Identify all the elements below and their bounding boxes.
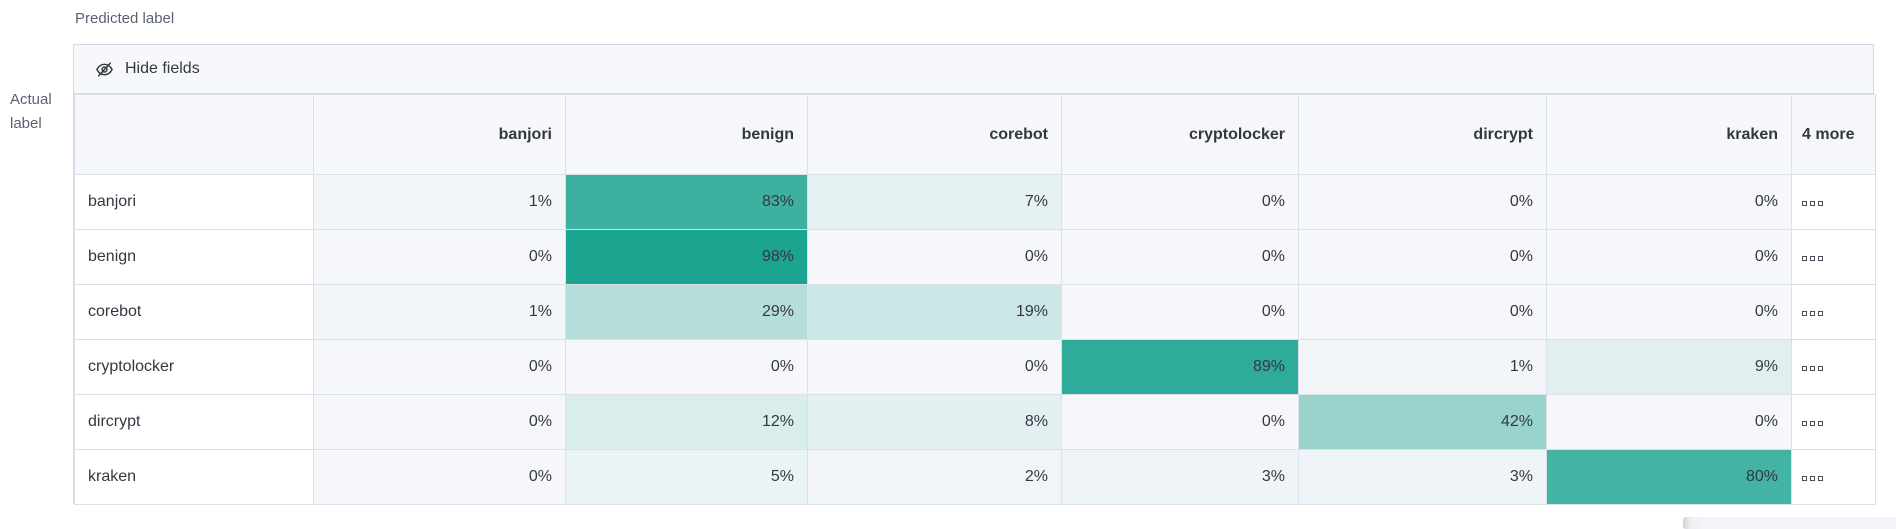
row-label-cell-dircrypt[interactable]: dircrypt bbox=[74, 394, 314, 450]
actual-axis-label: Actual label bbox=[10, 88, 68, 136]
row-label-cell-cryptolocker[interactable]: cryptolocker bbox=[74, 339, 314, 395]
actual-axis-label-line1: Actual bbox=[10, 91, 52, 108]
matrix-cell-benign-benign[interactable]: 98% bbox=[565, 229, 808, 285]
row-label-cell-kraken[interactable]: kraken bbox=[74, 449, 314, 505]
more-columns-cell-benign[interactable] bbox=[1791, 229, 1876, 285]
boxes-horizontal-icon bbox=[1802, 366, 1823, 371]
matrix-cell-cryptolocker-cryptolocker[interactable]: 89% bbox=[1061, 339, 1299, 395]
matrix-cell-corebot-dircrypt[interactable]: 0% bbox=[1298, 284, 1547, 340]
confusion-matrix-panel: Hide fields banjori benign corebot cryptolo… bbox=[73, 44, 1876, 505]
matrix-cell-corebot-cryptolocker[interactable]: 0% bbox=[1061, 284, 1299, 340]
table-row-dircrypt: dircrypt 0% 12% 8% 0% 42% 0% bbox=[74, 394, 1876, 450]
column-header-banjori[interactable]: banjori bbox=[313, 94, 566, 175]
horizontal-scrollbar[interactable] bbox=[1683, 517, 1896, 529]
matrix-cell-dircrypt-banjori[interactable]: 0% bbox=[313, 394, 566, 450]
matrix-cell-benign-corebot[interactable]: 0% bbox=[807, 229, 1062, 285]
column-header-more[interactable]: 4 more bbox=[1791, 94, 1876, 175]
table-row-benign: benign 0% 98% 0% 0% 0% 0% bbox=[74, 229, 1876, 285]
matrix-cell-banjori-corebot[interactable]: 7% bbox=[807, 174, 1062, 230]
matrix-cell-kraken-kraken[interactable]: 80% bbox=[1546, 449, 1792, 505]
boxes-horizontal-icon bbox=[1802, 476, 1823, 481]
hide-fields-label: Hide fields bbox=[125, 60, 200, 77]
boxes-horizontal-icon bbox=[1802, 256, 1823, 261]
matrix-cell-dircrypt-kraken[interactable]: 0% bbox=[1546, 394, 1792, 450]
table-row-kraken: kraken 0% 5% 2% 3% 3% 80% bbox=[74, 449, 1876, 505]
predicted-axis-label: Predicted label bbox=[75, 10, 175, 27]
matrix-cell-dircrypt-dircrypt[interactable]: 42% bbox=[1298, 394, 1547, 450]
table-row-banjori: banjori 1% 83% 7% 0% 0% 0% bbox=[74, 174, 1876, 230]
matrix-cell-kraken-banjori[interactable]: 0% bbox=[313, 449, 566, 505]
boxes-horizontal-icon bbox=[1802, 311, 1823, 316]
matrix-cell-kraken-cryptolocker[interactable]: 3% bbox=[1061, 449, 1299, 505]
matrix-cell-kraken-dircrypt[interactable]: 3% bbox=[1298, 449, 1547, 505]
more-columns-cell-dircrypt[interactable] bbox=[1791, 394, 1876, 450]
more-columns-cell-kraken[interactable] bbox=[1791, 449, 1876, 505]
column-header-corebot[interactable]: corebot bbox=[807, 94, 1062, 175]
more-columns-cell-corebot[interactable] bbox=[1791, 284, 1876, 340]
matrix-cell-corebot-benign[interactable]: 29% bbox=[565, 284, 808, 340]
column-header-kraken[interactable]: kraken bbox=[1546, 94, 1792, 175]
confusion-matrix-table: banjori benign corebot cryptolocker dircrypt… bbox=[74, 94, 1876, 505]
row-label-cell-corebot[interactable]: corebot bbox=[74, 284, 314, 340]
matrix-cell-cryptolocker-dircrypt[interactable]: 1% bbox=[1298, 339, 1547, 395]
matrix-cell-benign-kraken[interactable]: 0% bbox=[1546, 229, 1792, 285]
corner-header-cell bbox=[74, 94, 314, 175]
matrix-cell-banjori-dircrypt[interactable]: 0% bbox=[1298, 174, 1547, 230]
column-header-benign[interactable]: benign bbox=[565, 94, 808, 175]
more-columns-cell-banjori[interactable] bbox=[1791, 174, 1876, 230]
column-header-cryptolocker[interactable]: cryptolocker bbox=[1061, 94, 1299, 175]
matrix-cell-corebot-corebot[interactable]: 19% bbox=[807, 284, 1062, 340]
matrix-cell-cryptolocker-kraken[interactable]: 9% bbox=[1546, 339, 1792, 395]
matrix-cell-cryptolocker-benign[interactable]: 0% bbox=[565, 339, 808, 395]
matrix-cell-benign-banjori[interactable]: 0% bbox=[313, 229, 566, 285]
matrix-cell-corebot-kraken[interactable]: 0% bbox=[1546, 284, 1792, 340]
table-row-corebot: corebot 1% 29% 19% 0% 0% 0% bbox=[74, 284, 1876, 340]
matrix-cell-kraken-corebot[interactable]: 2% bbox=[807, 449, 1062, 505]
row-label-cell-benign[interactable]: benign bbox=[74, 229, 314, 285]
header-row: banjori benign corebot cryptolocker dircrypt… bbox=[74, 94, 1876, 175]
row-label-cell-banjori[interactable]: banjori bbox=[74, 174, 314, 230]
matrix-cell-banjori-benign[interactable]: 83% bbox=[565, 174, 808, 230]
matrix-cell-corebot-banjori[interactable]: 1% bbox=[313, 284, 566, 340]
matrix-cell-banjori-kraken[interactable]: 0% bbox=[1546, 174, 1792, 230]
column-header-dircrypt[interactable]: dircrypt bbox=[1298, 94, 1547, 175]
boxes-horizontal-icon bbox=[1802, 201, 1823, 206]
table-row-cryptolocker: cryptolocker 0% 0% 0% 89% 1% 9% bbox=[74, 339, 1876, 395]
matrix-cell-kraken-benign[interactable]: 5% bbox=[565, 449, 808, 505]
matrix-cell-dircrypt-benign[interactable]: 12% bbox=[565, 394, 808, 450]
hide-fields-button[interactable]: Hide fields bbox=[95, 60, 200, 79]
boxes-horizontal-icon bbox=[1802, 421, 1823, 426]
matrix-cell-banjori-cryptolocker[interactable]: 0% bbox=[1061, 174, 1299, 230]
matrix-cell-benign-cryptolocker[interactable]: 0% bbox=[1061, 229, 1299, 285]
matrix-cell-cryptolocker-banjori[interactable]: 0% bbox=[313, 339, 566, 395]
matrix-cell-benign-dircrypt[interactable]: 0% bbox=[1298, 229, 1547, 285]
more-columns-cell-cryptolocker[interactable] bbox=[1791, 339, 1876, 395]
datagrid-toolbar: Hide fields bbox=[74, 45, 1873, 94]
eye-closed-icon bbox=[95, 60, 114, 79]
matrix-cell-dircrypt-cryptolocker[interactable]: 0% bbox=[1061, 394, 1299, 450]
matrix-cell-dircrypt-corebot[interactable]: 8% bbox=[807, 394, 1062, 450]
matrix-cell-banjori-banjori[interactable]: 1% bbox=[313, 174, 566, 230]
actual-axis-label-line2: label bbox=[10, 115, 42, 132]
matrix-cell-cryptolocker-corebot[interactable]: 0% bbox=[807, 339, 1062, 395]
